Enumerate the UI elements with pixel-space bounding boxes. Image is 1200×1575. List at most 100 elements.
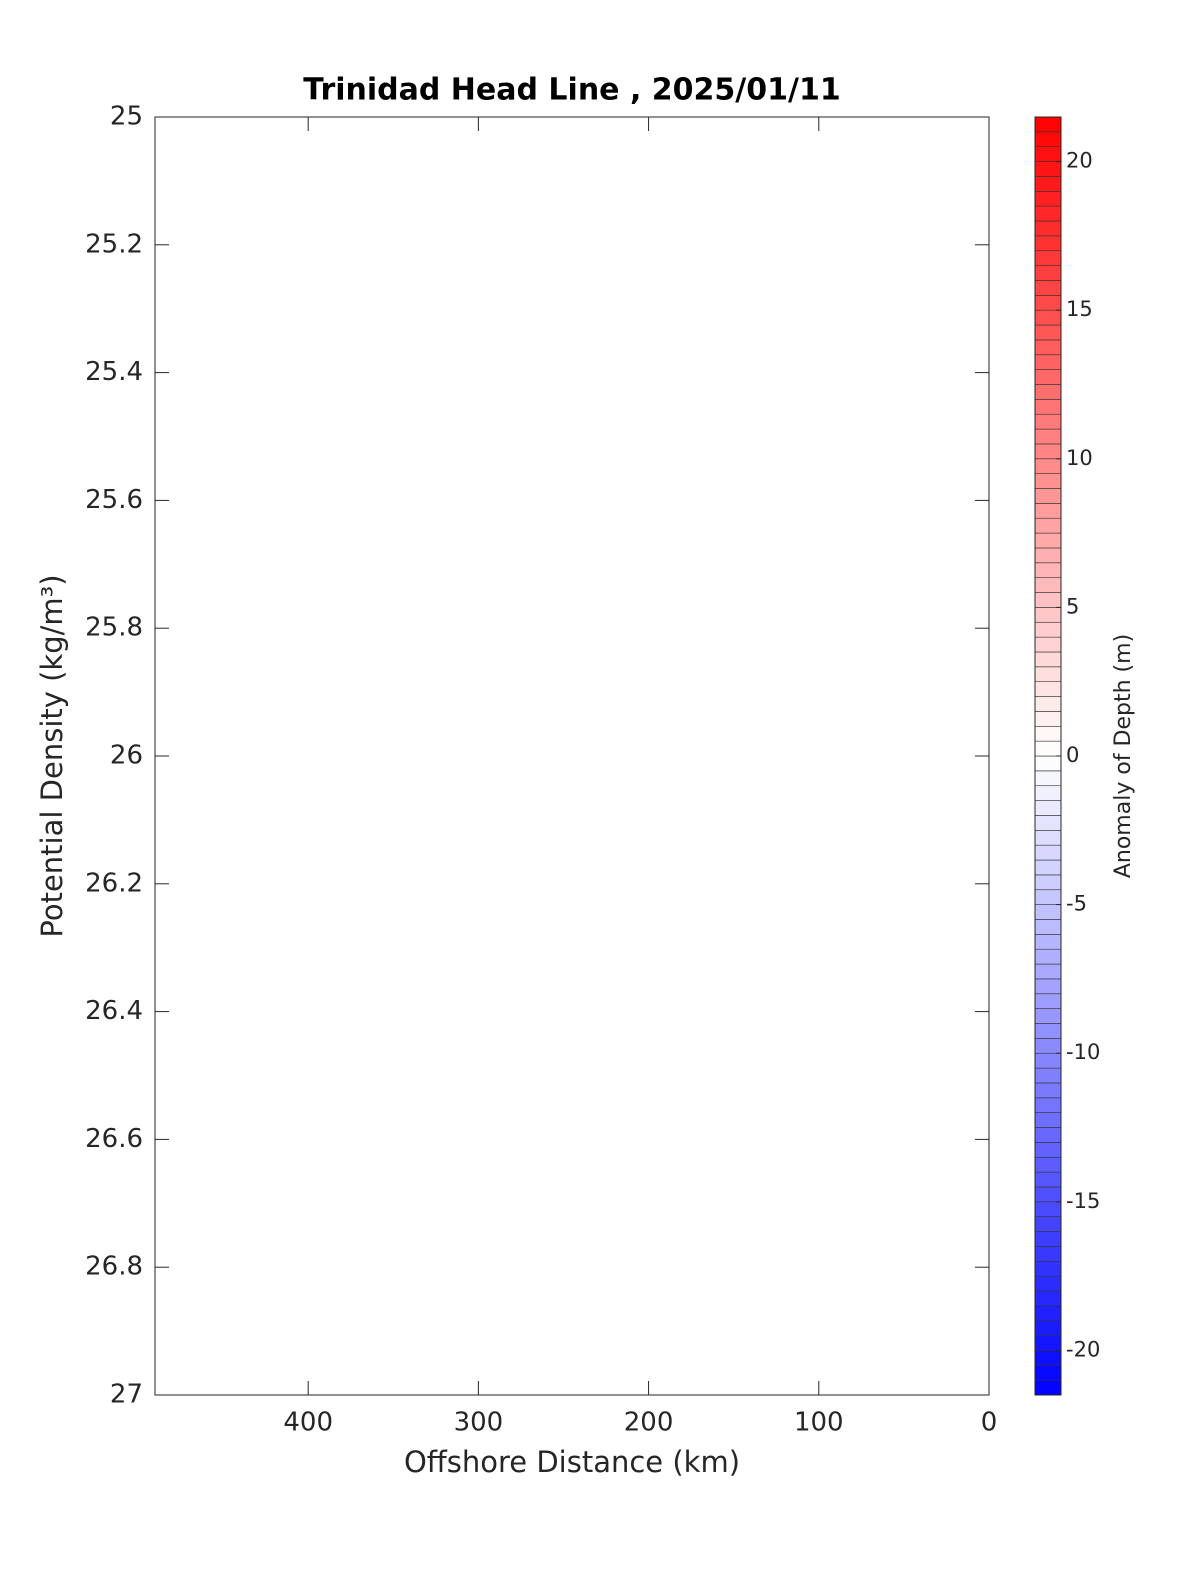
colorbar-level (1034, 770, 1062, 787)
colorbar-tick-label: -20 (1066, 1337, 1100, 1361)
x-tick-label: 400 (283, 1408, 333, 1438)
y-tick-label: 25.6 (85, 485, 143, 515)
y-tick-label: 25.4 (85, 357, 143, 387)
colorbar-level (1034, 1052, 1062, 1069)
colorbar-level (1034, 889, 1062, 905)
colorbar-level (1034, 1275, 1062, 1292)
colorbar-level (1034, 428, 1062, 445)
y-tick-label: 26.2 (85, 868, 143, 898)
colorbar-level (1034, 1112, 1062, 1128)
colorbar-level (1034, 800, 1062, 816)
colorbar-level (1034, 636, 1062, 653)
colorbar-level (1034, 948, 1062, 965)
colorbar-level (1034, 904, 1062, 920)
colorbar-level (1034, 1023, 1062, 1039)
colorbar-level (1034, 369, 1062, 385)
colorbar-level (1034, 1290, 1062, 1307)
colorbar-level (1034, 131, 1062, 148)
colorbar-level (1034, 1231, 1062, 1247)
colorbar-level (1034, 859, 1062, 876)
colorbar-level (1034, 934, 1062, 950)
colorbar-level (1034, 161, 1062, 177)
colorbar-level (1034, 1305, 1062, 1321)
colorbar-level (1034, 413, 1062, 430)
colorbar-level (1034, 235, 1062, 252)
colorbar-level (1034, 592, 1062, 608)
colorbar-level (1034, 725, 1062, 742)
colorbar-tick-label: -5 (1066, 892, 1087, 916)
x-tick-label: 300 (454, 1408, 504, 1438)
colorbar-level (1034, 324, 1062, 341)
x-axis-label: Offshore Distance (km) (404, 1445, 740, 1479)
chart-title: Trinidad Head Line , 2025/01/11 (303, 73, 840, 108)
colorbar-level (1034, 547, 1062, 564)
colorbar-level (1034, 532, 1062, 549)
colorbar-level (1034, 384, 1062, 400)
colorbar-level (1034, 815, 1062, 831)
y-tick-label: 26.8 (85, 1252, 143, 1282)
colorbar-level (1034, 1186, 1062, 1203)
colorbar-level (1034, 621, 1062, 638)
y-axis-label: Potential Density (kg/m³) (35, 574, 69, 937)
colorbar-level (1034, 1350, 1062, 1366)
colorbar-tick-label: -10 (1066, 1040, 1100, 1064)
x-tick-label: 100 (794, 1408, 844, 1438)
colorbar-level (1034, 1082, 1062, 1099)
colorbar-level (1034, 651, 1062, 668)
colorbar-level (1034, 1201, 1062, 1217)
y-tick-label: 25.8 (85, 613, 143, 643)
y-tick-label: 25 (110, 102, 143, 132)
colorbar-level (1034, 666, 1062, 682)
colorbar-level (1034, 1246, 1062, 1262)
colorbar-level (1034, 785, 1062, 801)
colorbar-level (1034, 1171, 1062, 1188)
colorbar-level (1034, 1260, 1062, 1277)
colorbar-tick-label: 5 (1066, 594, 1079, 618)
colorbar-level (1034, 1142, 1062, 1158)
colorbar-level (1034, 309, 1062, 326)
colorbar-level (1034, 443, 1062, 460)
colorbar-level (1034, 1008, 1062, 1024)
colorbar-level (1034, 250, 1062, 266)
colorbar-level (1034, 503, 1062, 519)
colorbar-level (1034, 830, 1062, 846)
y-tick-label: 26.6 (85, 1124, 143, 1154)
colorbar-level (1034, 1127, 1062, 1143)
colorbar-tick-label: 0 (1066, 743, 1079, 767)
colorbar-level (1034, 458, 1062, 474)
colorbar-level (1034, 146, 1062, 162)
colorbar-level (1034, 295, 1062, 311)
colorbar-level (1034, 280, 1062, 296)
colorbar-level (1034, 1038, 1062, 1054)
colorbar-level (1034, 1156, 1062, 1173)
colorbar-level (1034, 191, 1062, 207)
colorbar-level (1034, 517, 1062, 534)
y-tick-label: 26.4 (85, 996, 143, 1026)
colorbar-level (1034, 1335, 1062, 1351)
colorbar-level (1034, 473, 1062, 489)
plot-area (154, 116, 990, 1396)
colorbar-level (1034, 711, 1062, 727)
colorbar-level (1034, 562, 1062, 578)
colorbar-level (1034, 607, 1062, 623)
colorbar-level (1034, 919, 1062, 935)
colorbar-level (1034, 740, 1062, 757)
colorbar-level (1034, 755, 1062, 772)
colorbar-tick-label: -15 (1066, 1189, 1100, 1213)
colorbar-level (1034, 577, 1062, 593)
colorbar-level (1034, 696, 1062, 712)
y-tick-label: 26 (110, 741, 143, 771)
y-tick-label: 25.2 (85, 229, 143, 259)
x-tick-label: 200 (624, 1408, 674, 1438)
colorbar-level (1034, 1097, 1062, 1113)
colorbar-level (1034, 339, 1062, 356)
y-tick-label: 27 (110, 1380, 143, 1410)
colorbar-label: Anomaly of Depth (m) (1111, 634, 1136, 878)
colorbar-tick-label: 15 (1066, 297, 1093, 321)
colorbar-level (1034, 116, 1062, 133)
colorbar-level (1034, 399, 1062, 415)
colorbar-level (1034, 488, 1062, 504)
colorbar-level (1034, 993, 1062, 1009)
